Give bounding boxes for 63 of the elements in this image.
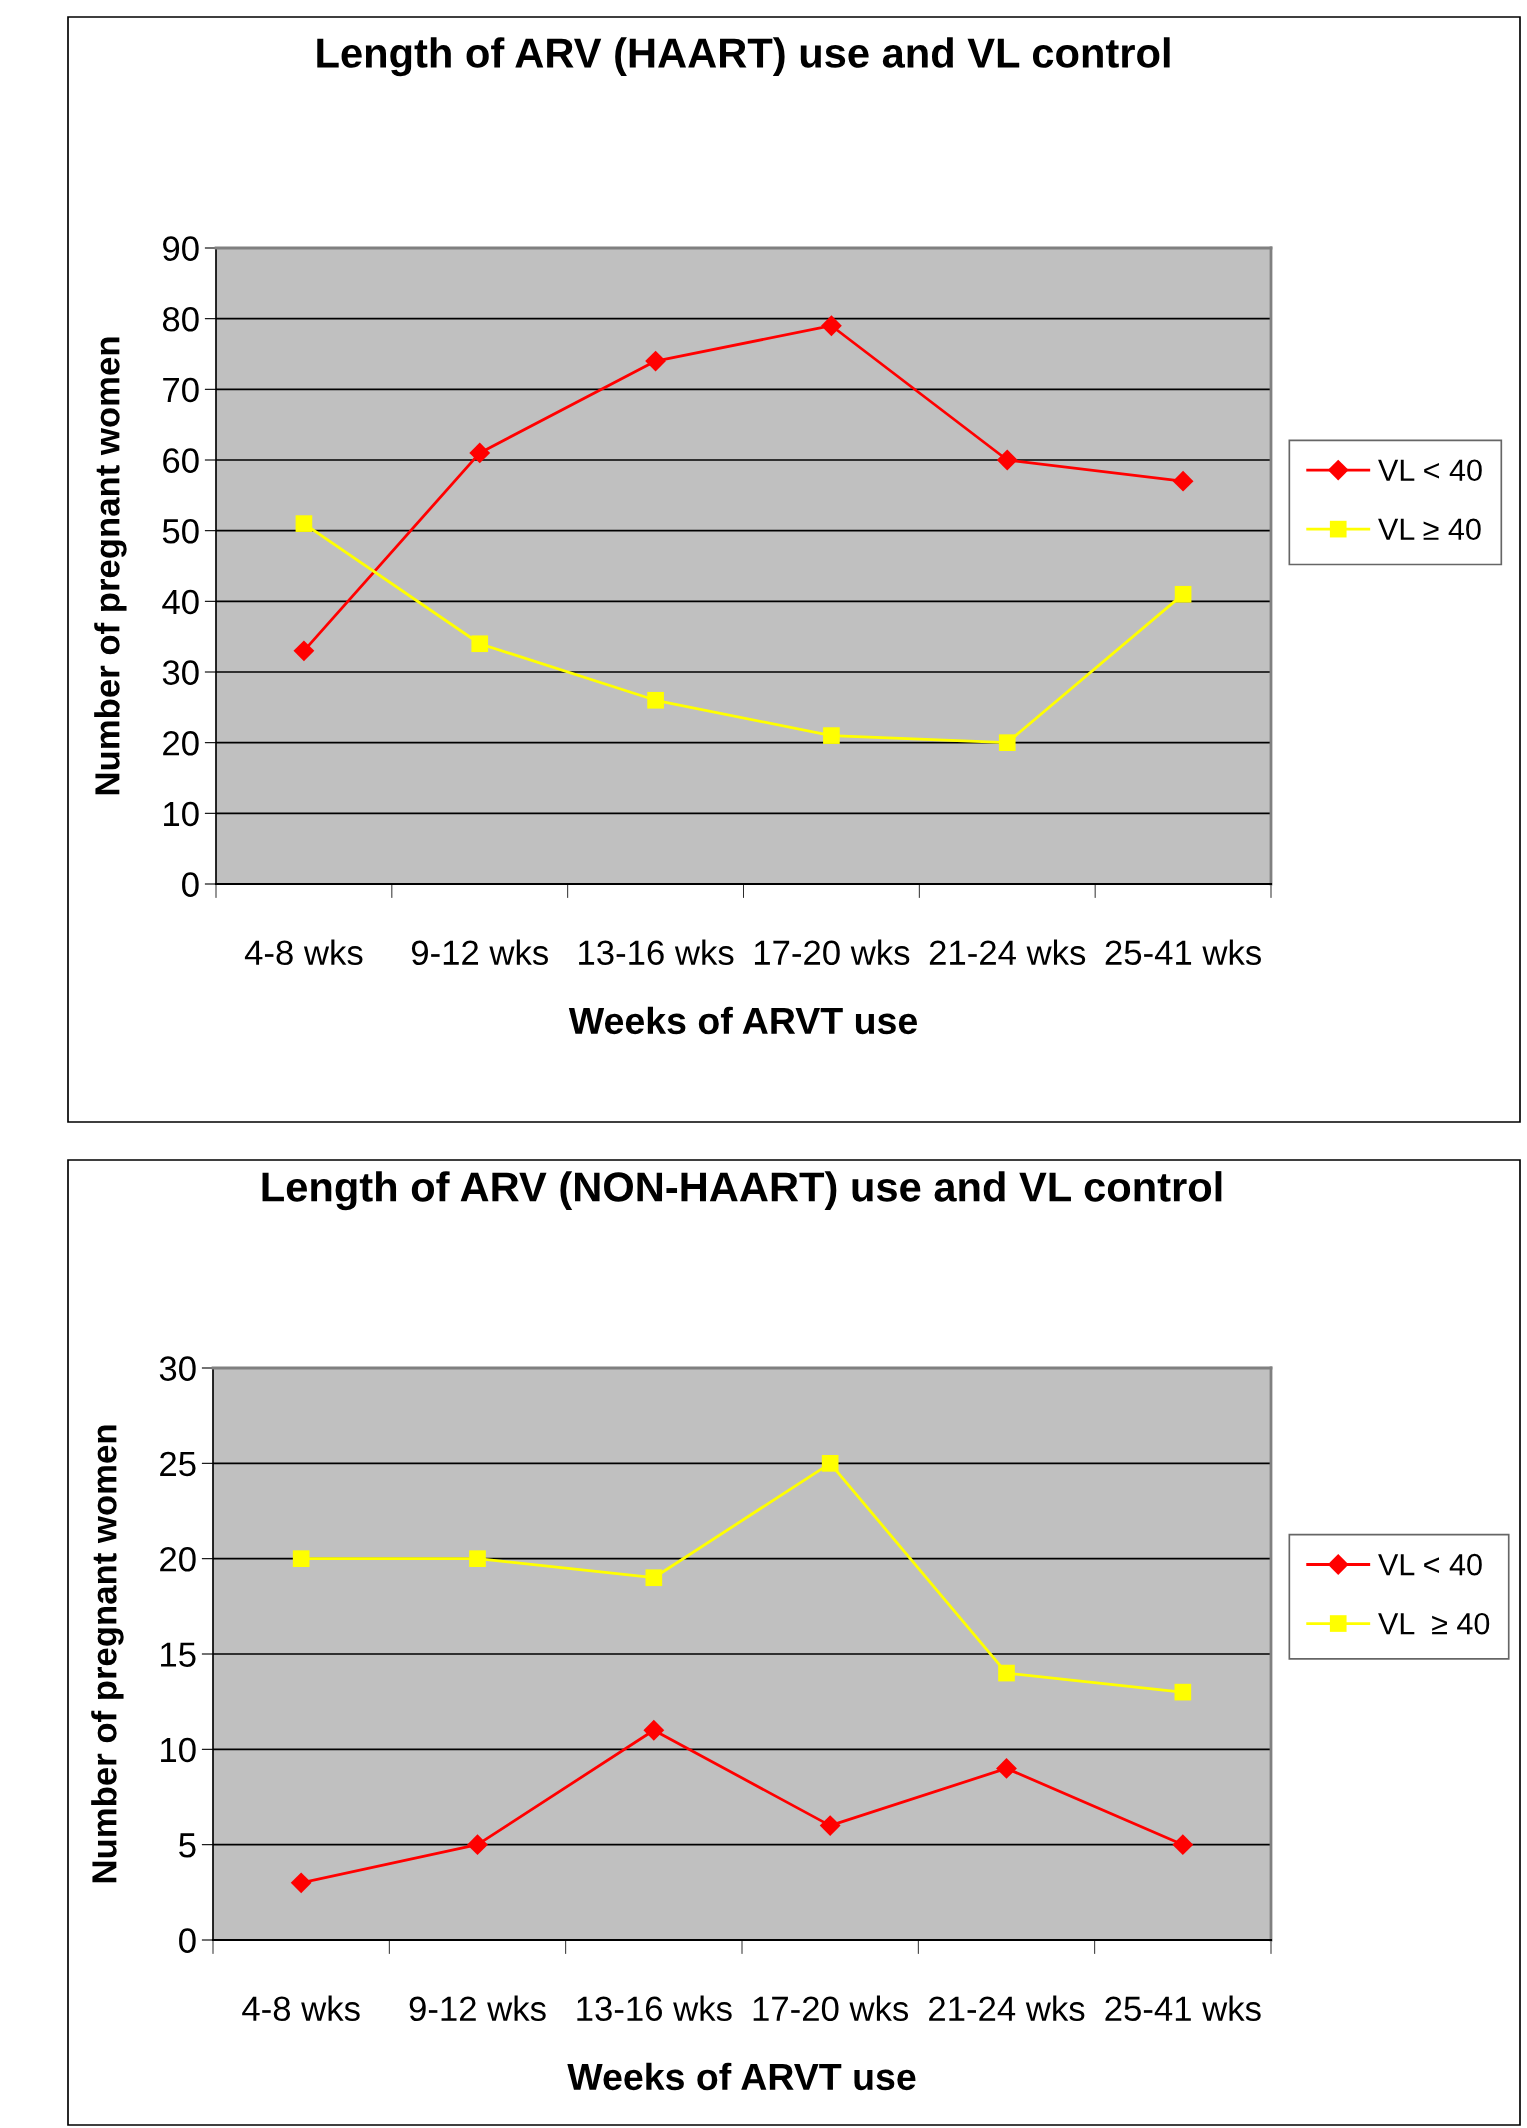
x-tick-label: 13-16 wks bbox=[579, 939, 734, 966]
y-tick-label: 60 bbox=[163, 448, 199, 473]
legend-label: VL ≥ 40 bbox=[1378, 518, 1481, 541]
y-tick-label: 20 bbox=[163, 731, 199, 756]
point bbox=[998, 1664, 1015, 1682]
point bbox=[292, 1550, 310, 1567]
y-tick-label: 90 bbox=[163, 236, 199, 261]
y-tick-label: 50 bbox=[162, 519, 199, 544]
point bbox=[996, 449, 1018, 471]
point bbox=[998, 734, 1016, 751]
y-axis-title: Number of pregnant women bbox=[94, 337, 127, 795]
point bbox=[1172, 470, 1194, 492]
y-tick-label: 80 bbox=[162, 307, 199, 332]
point bbox=[647, 691, 664, 709]
x-tick-label: 21-24 wks bbox=[929, 1995, 1085, 2022]
point bbox=[1174, 585, 1192, 603]
y-axis-title: Number of pregnant women bbox=[91, 1425, 124, 1883]
point bbox=[471, 635, 489, 653]
y-tick-label: 15 bbox=[161, 1642, 196, 1667]
y-tick-label: 5 bbox=[179, 1833, 196, 1858]
x-axis-title: Weeks of ARVT use bbox=[568, 1006, 917, 1035]
point bbox=[821, 1455, 839, 1472]
x-tick-label: 25-41 wks bbox=[1105, 939, 1261, 966]
x-axis-title: Weeks of ARVT use bbox=[567, 2062, 916, 2091]
x-tick-label: 9-12 wks bbox=[411, 939, 548, 966]
chart-title: Length of ARV (NON-HAART) use and VL control bbox=[262, 1171, 1222, 1211]
y-tick-label: 25 bbox=[160, 1451, 196, 1477]
chart-title: Length of ARV (HAART) use and VL control bbox=[317, 37, 1170, 77]
point bbox=[996, 1757, 1017, 1779]
point bbox=[469, 442, 491, 464]
point bbox=[821, 315, 842, 337]
x-tick-label: 13-16 wks bbox=[577, 1995, 732, 2022]
x-tick-label: 25-41 wks bbox=[1105, 1995, 1261, 2022]
point bbox=[819, 1815, 841, 1837]
point bbox=[467, 1834, 488, 1856]
x-tick-label: 4-8 wks bbox=[242, 1995, 360, 2022]
point bbox=[469, 1550, 486, 1567]
legend-label: VL < 40 bbox=[1378, 1553, 1482, 1576]
point bbox=[645, 1569, 663, 1587]
y-tick-label: 30 bbox=[159, 1356, 196, 1381]
point bbox=[1172, 1834, 1194, 1856]
y-tick-label: 0 bbox=[179, 1928, 196, 1953]
x-tick-label: 17-20 wks bbox=[754, 939, 910, 966]
y-tick-label: 0 bbox=[182, 872, 199, 897]
x-tick-label: 21-24 wks bbox=[929, 939, 1086, 966]
y-tick-label: 70 bbox=[163, 377, 199, 403]
x-tick-label: 9-12 wks bbox=[409, 1995, 546, 2022]
point bbox=[1174, 1683, 1192, 1701]
point bbox=[645, 350, 666, 372]
y-tick-label: 10 bbox=[164, 801, 199, 827]
point bbox=[290, 1872, 312, 1894]
point bbox=[295, 515, 313, 532]
point bbox=[293, 640, 315, 662]
y-tick-label: 20 bbox=[160, 1547, 196, 1572]
y-tick-label: 10 bbox=[161, 1737, 196, 1763]
point bbox=[823, 727, 840, 744]
point bbox=[643, 1719, 665, 1741]
x-tick-label: 4-8 wks bbox=[244, 939, 363, 966]
x-tick-label: 17-20 wks bbox=[753, 1995, 909, 2022]
y-tick-label: 30 bbox=[162, 660, 199, 685]
legend-label: VL ≥ 40 bbox=[1378, 1612, 1490, 1635]
y-tick-label: 40 bbox=[162, 589, 199, 615]
legend-label: VL < 40 bbox=[1378, 459, 1482, 482]
